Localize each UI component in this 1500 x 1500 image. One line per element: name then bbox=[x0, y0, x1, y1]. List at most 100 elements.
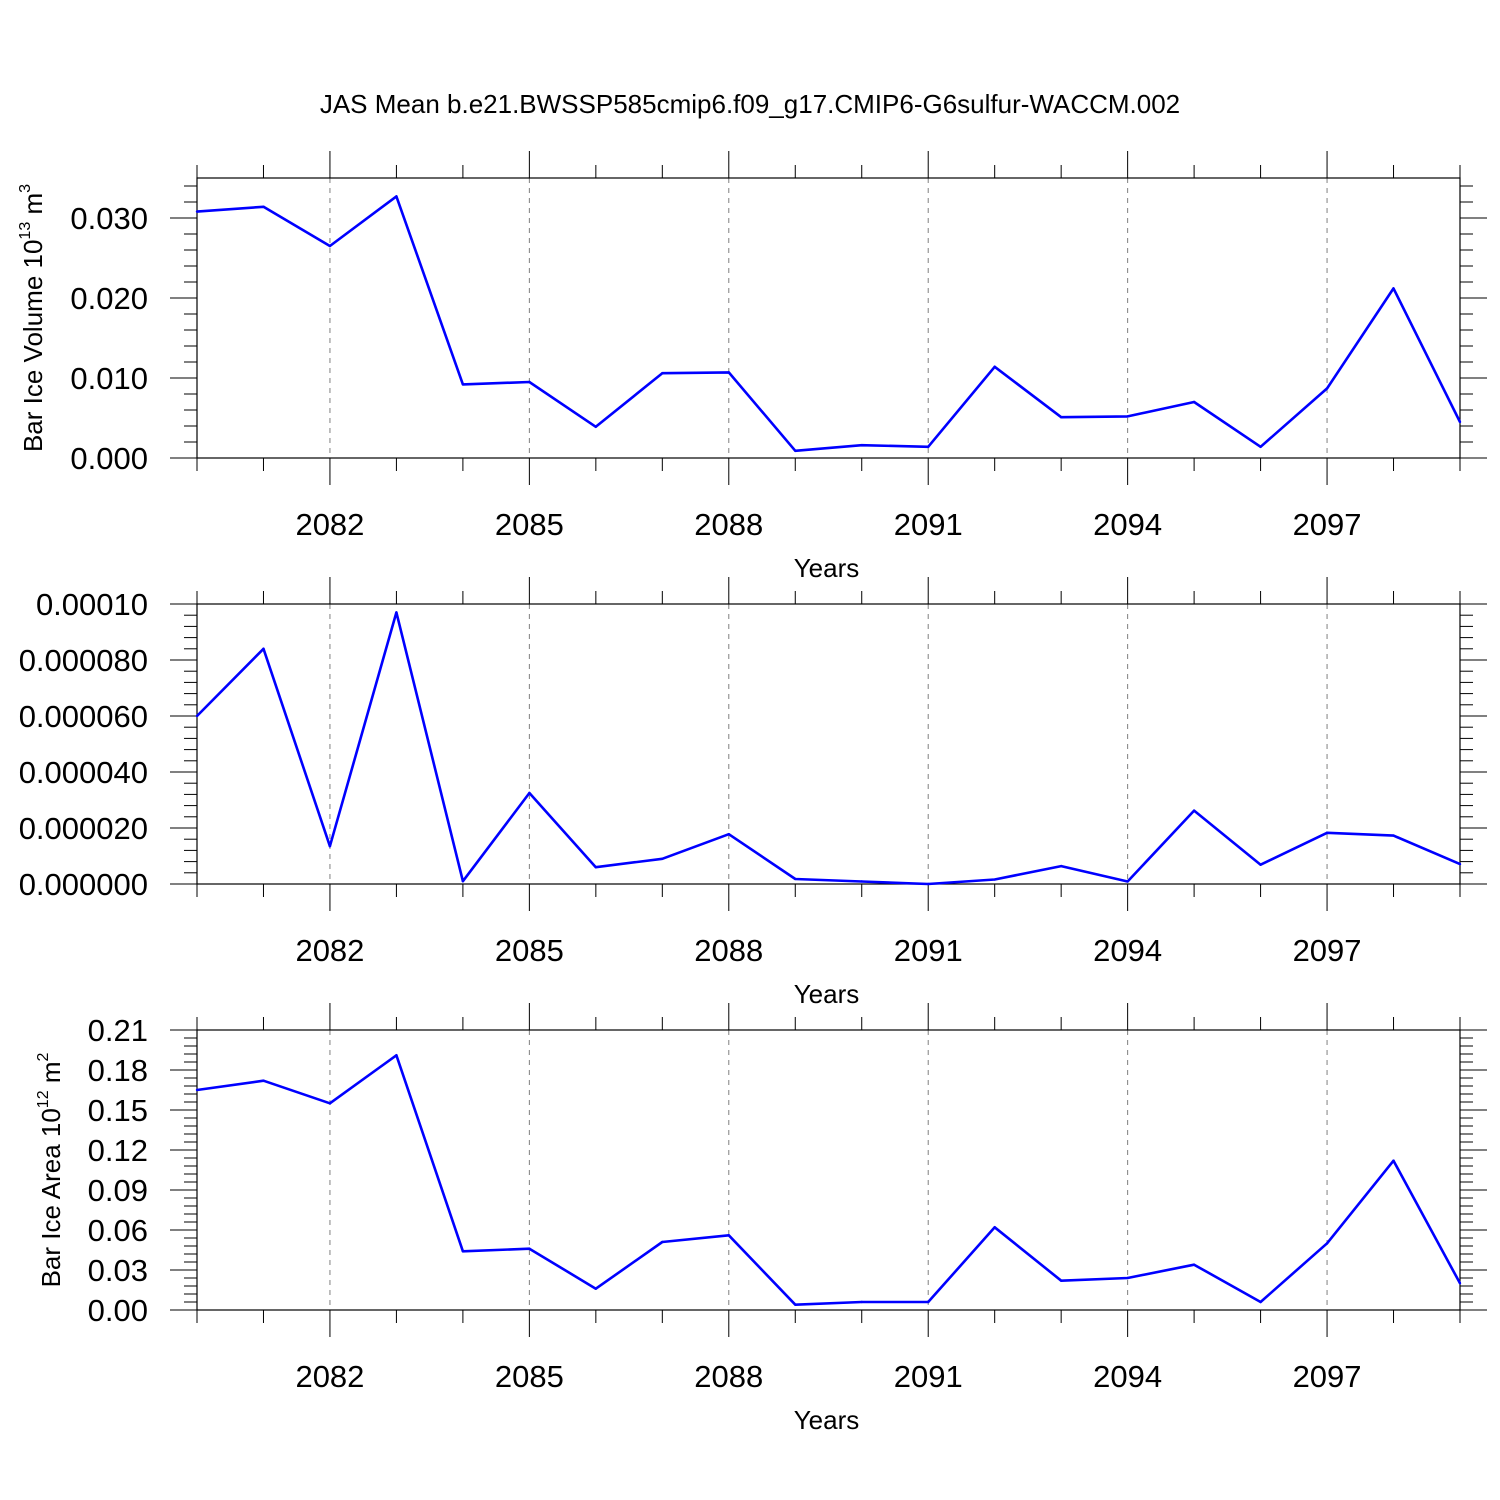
data-point bbox=[993, 365, 996, 368]
plot-frame bbox=[196, 603, 1461, 885]
data-point bbox=[461, 383, 465, 386]
x-tick-label: 2088 bbox=[694, 933, 763, 968]
series-line-1 bbox=[196, 1054, 1462, 1306]
y-axis-title: Bar Ice Area 1012 m2 bbox=[35, 1052, 66, 1287]
data-point bbox=[727, 371, 730, 374]
x-tick-label: 2097 bbox=[1293, 507, 1362, 542]
data-point bbox=[594, 866, 598, 869]
panel-3: 0.00 0.03 0.06 0.09 0.12 0.15 0.18 0.21 2082 2085… bbox=[35, 1003, 1487, 1435]
y-tick-label: 0.030 bbox=[70, 201, 148, 236]
y-tick-label: 0.03 bbox=[88, 1253, 148, 1288]
data-point bbox=[927, 882, 930, 886]
y-tick-label: 0.09 bbox=[88, 1173, 148, 1208]
x-axis-title: Years bbox=[794, 979, 860, 1009]
x-tick-label: 2082 bbox=[295, 507, 364, 542]
y-tick-label: 0.12 bbox=[88, 1133, 148, 1168]
panel-1: 0.000 0.010 0.020 0.030 2082 2085 2088 2091 2094… bbox=[17, 151, 1487, 583]
data-point bbox=[262, 1079, 265, 1082]
data-point bbox=[1325, 831, 1329, 834]
x-axis-title: Years bbox=[794, 553, 860, 583]
data-point bbox=[1192, 1263, 1196, 1266]
data-point bbox=[1059, 864, 1063, 868]
plot-frame bbox=[196, 1029, 1461, 1311]
data-point bbox=[594, 1287, 598, 1290]
x-tick-label: 2088 bbox=[694, 507, 763, 542]
data-point bbox=[594, 425, 598, 428]
y-tick-label: 0.00010 bbox=[36, 587, 148, 622]
x-tick-label: 2085 bbox=[495, 933, 564, 968]
data-point bbox=[727, 1234, 730, 1237]
data-point bbox=[195, 714, 199, 718]
y-tick-label: 0.020 bbox=[70, 281, 148, 316]
data-point bbox=[860, 880, 863, 883]
y-tick-label: 0.00 bbox=[88, 1293, 148, 1328]
y-axis-title-unit-exponent: 2 bbox=[35, 1052, 52, 1061]
data-point bbox=[262, 647, 265, 650]
x-tick-label: 2088 bbox=[694, 1359, 763, 1394]
data-point bbox=[927, 1300, 930, 1304]
data-point bbox=[328, 845, 332, 848]
series-line-1 bbox=[196, 611, 1461, 886]
y-tick-label: 0.06 bbox=[88, 1213, 148, 1248]
figure-title: JAS Mean b.e21.BWSSP585cmip6.f09_g17.CMI… bbox=[320, 89, 1180, 119]
data-point bbox=[661, 372, 664, 375]
y-axis-title-text: Bar Ice Area 10 bbox=[36, 1108, 66, 1287]
data-point bbox=[195, 210, 199, 213]
data-point bbox=[528, 1247, 531, 1250]
data-point bbox=[262, 205, 265, 208]
x-tick-label: 2082 bbox=[295, 1359, 364, 1394]
data-point bbox=[461, 880, 465, 883]
data-point bbox=[860, 444, 863, 447]
y-axis-title-text: Bar Ice Volume 10 bbox=[18, 240, 48, 452]
y-axis-title: Bar Ice Volume 1013 m3 bbox=[17, 184, 48, 452]
data-point bbox=[1259, 445, 1262, 448]
data-point bbox=[1458, 862, 1462, 866]
data-point bbox=[1392, 1159, 1395, 1162]
data-point bbox=[1059, 416, 1063, 419]
data-point bbox=[1325, 387, 1329, 390]
data-point bbox=[528, 380, 531, 384]
y-tick-label: 0.18 bbox=[88, 1053, 148, 1088]
y-tick-label: 0.000020 bbox=[19, 811, 148, 846]
x-tick-label: 2085 bbox=[495, 1359, 564, 1394]
data-point bbox=[993, 878, 996, 881]
data-point bbox=[661, 1240, 664, 1244]
data-point bbox=[328, 1102, 332, 1105]
data-point bbox=[461, 1250, 465, 1253]
plot-frame bbox=[196, 177, 1461, 459]
data-point bbox=[1059, 1279, 1063, 1282]
data-point bbox=[860, 1300, 863, 1304]
data-point bbox=[1458, 1282, 1462, 1285]
y-tick-label: 0.000040 bbox=[19, 755, 148, 790]
panels: 0.000 0.010 0.020 0.030 2082 2085 2088 2091 2094… bbox=[17, 151, 1487, 1435]
x-tick-label: 2094 bbox=[1093, 933, 1162, 968]
y-tick-label: 0.21 bbox=[88, 1013, 148, 1048]
x-tick-label: 2091 bbox=[894, 507, 963, 542]
data-point bbox=[1126, 415, 1129, 418]
x-tick-label: 2082 bbox=[295, 933, 364, 968]
y-tick-label: 0.010 bbox=[70, 361, 148, 396]
data-point bbox=[1392, 287, 1395, 290]
y-tick-label: 0.000060 bbox=[19, 699, 148, 734]
data-point bbox=[1259, 1300, 1262, 1304]
data-point bbox=[328, 244, 332, 248]
y-axis-title-unit-exponent: 3 bbox=[17, 184, 34, 193]
data-point bbox=[993, 1226, 996, 1229]
y-tick-label: 0.000080 bbox=[19, 643, 148, 678]
y-axis-title-exponent: 13 bbox=[17, 222, 34, 240]
x-tick-label: 2094 bbox=[1093, 1359, 1162, 1394]
data-point bbox=[528, 791, 531, 795]
data-point bbox=[395, 195, 398, 198]
data-point bbox=[1325, 1242, 1329, 1245]
data-point bbox=[1126, 880, 1129, 883]
x-tick-label: 2097 bbox=[1293, 933, 1362, 968]
x-tick-label: 2091 bbox=[894, 1359, 963, 1394]
data-point bbox=[661, 857, 664, 860]
x-tick-label: 2085 bbox=[495, 507, 564, 542]
series-line-1 bbox=[196, 195, 1462, 453]
x-tick-label: 2097 bbox=[1293, 1359, 1362, 1394]
y-tick-label: 0.000 bbox=[70, 441, 148, 476]
data-point bbox=[727, 832, 730, 836]
y-axis-title-unit: m bbox=[36, 1061, 66, 1090]
